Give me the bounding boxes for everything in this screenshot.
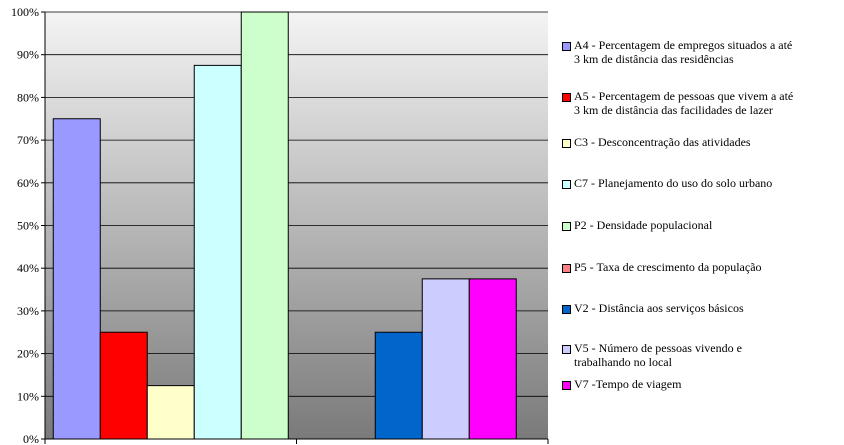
legend-swatch <box>562 305 571 314</box>
legend-item: P2 - Densidade populacional <box>562 218 842 232</box>
legend-label: P2 - Densidade populacional <box>574 218 713 232</box>
legend-swatch <box>562 139 571 148</box>
legend-swatch <box>562 42 571 51</box>
bar-v7 <box>468 278 517 440</box>
bar-c7 <box>193 64 242 440</box>
legend-item: P5 - Taxa de crescimento da população <box>562 260 842 274</box>
bar-a4 <box>52 118 101 440</box>
legend-swatch <box>562 381 571 390</box>
legend-label: V5 - Número de pessoas vivendo e trabalha… <box>574 341 742 369</box>
y-tick-label: 90% <box>17 48 39 62</box>
y-tick-label: 30% <box>17 304 39 318</box>
y-tick-label: 80% <box>17 90 39 104</box>
bar-a5 <box>99 331 148 440</box>
y-tick-label: 60% <box>17 176 39 190</box>
legend-label: V2 - Distância aos serviços básicos <box>574 301 744 315</box>
bar-c3 <box>146 385 195 440</box>
legend-label: A4 - Percentagem de empregos situados a … <box>574 38 793 66</box>
y-tick-label: 0% <box>23 432 39 445</box>
legend-item: A5 - Percentagem de pessoas que vivem a … <box>562 89 842 117</box>
bar-p2 <box>240 11 289 440</box>
legend-label: V7 -Tempo de viagem <box>574 377 682 391</box>
legend-label: C7 - Planejamento do uso do solo urbano <box>574 176 773 190</box>
legend-swatch <box>562 345 571 354</box>
y-tick-label: 40% <box>17 261 39 275</box>
bar-v5 <box>421 278 470 440</box>
legend-label: C3 - Desconcentração das atividades <box>574 135 751 149</box>
y-tick-label: 70% <box>17 133 39 147</box>
y-tick-label: 50% <box>17 219 39 233</box>
legend-swatch <box>562 222 571 231</box>
legend-item: V2 - Distância aos serviços básicos <box>562 301 842 315</box>
legend-swatch <box>562 180 571 189</box>
legend-label: P5 - Taxa de crescimento da população <box>574 260 762 274</box>
legend-item: V7 -Tempo de viagem <box>562 377 842 391</box>
bar-v2 <box>374 331 423 440</box>
y-tick-label: 10% <box>17 389 39 403</box>
y-tick-label: 20% <box>17 347 39 361</box>
y-tick-label: 100% <box>11 5 39 19</box>
legend-label: A5 - Percentagem de pessoas que vivem a … <box>574 89 794 117</box>
legend-item: C3 - Desconcentração das atividades <box>562 135 842 149</box>
legend-swatch <box>562 264 571 273</box>
legend-item: V5 - Número de pessoas vivendo e trabalha… <box>562 341 842 369</box>
legend-item: A4 - Percentagem de empregos situados a … <box>562 38 842 66</box>
legend-swatch <box>562 93 571 102</box>
legend-item: C7 - Planejamento do uso do solo urbano <box>562 176 842 190</box>
